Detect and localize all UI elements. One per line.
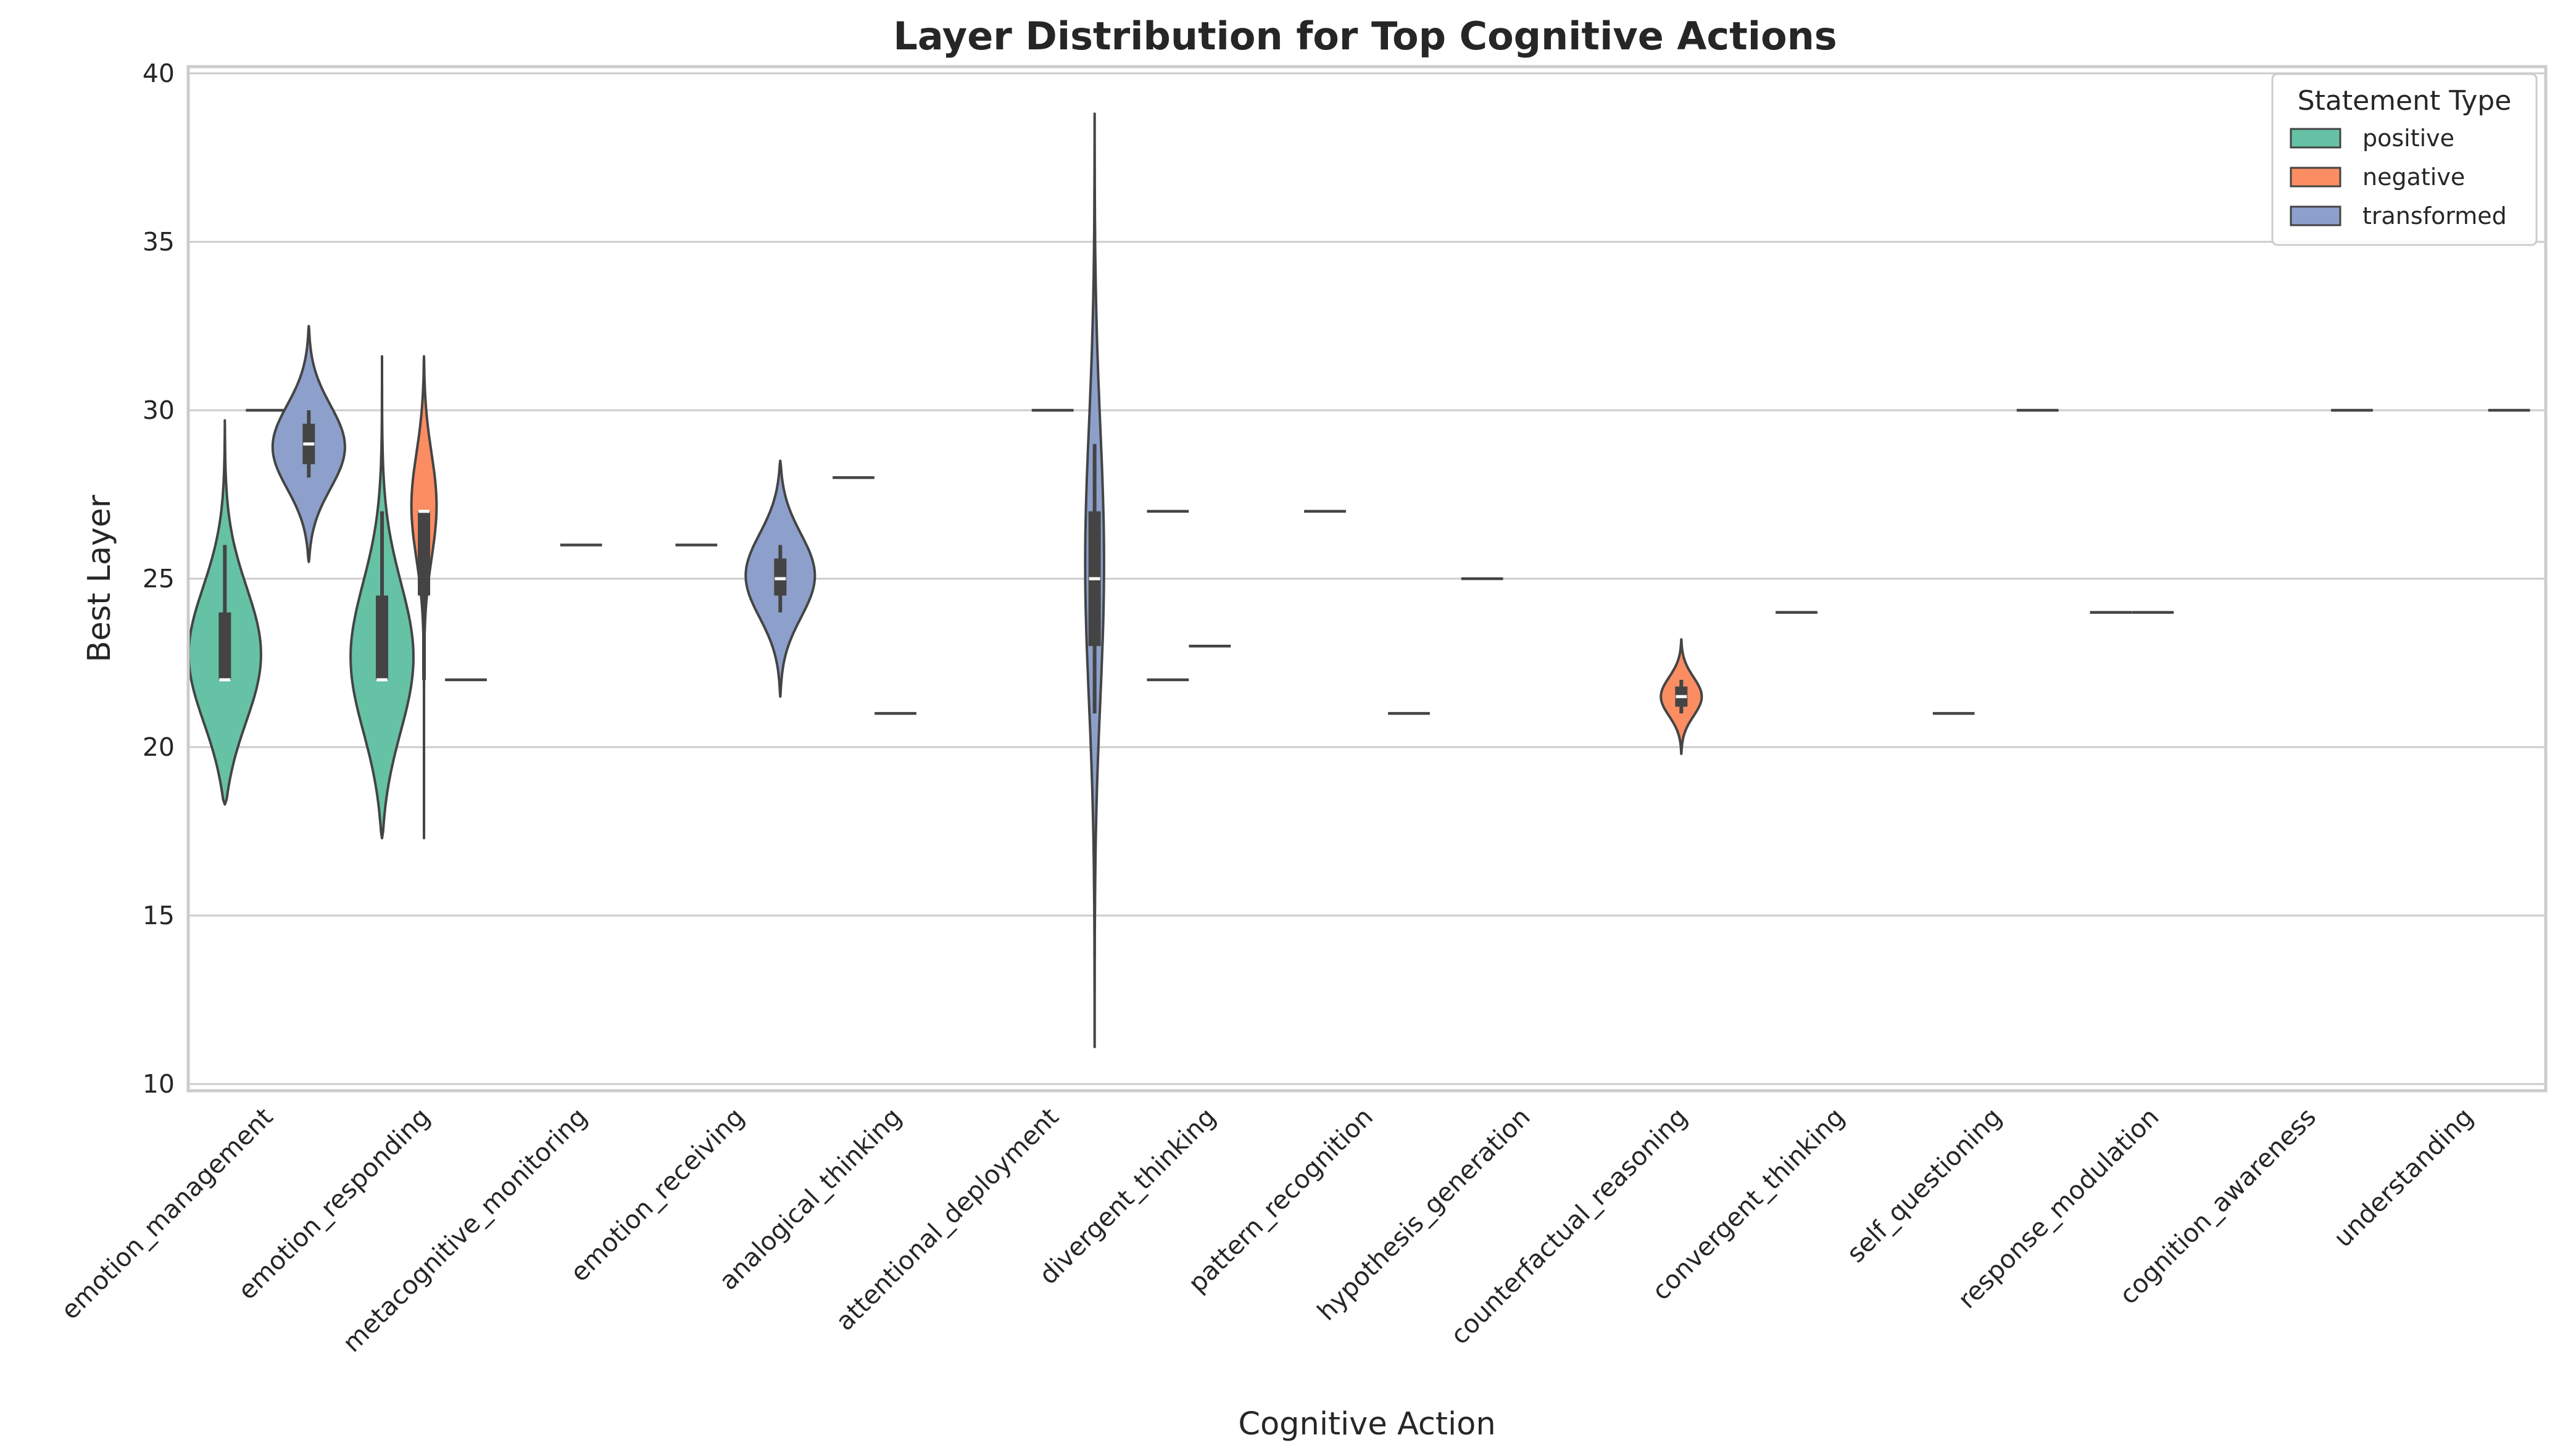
- legend-label-positive: positive: [2362, 125, 2454, 152]
- y-tick-label: 25: [143, 564, 175, 594]
- y-tick-label: 40: [143, 59, 175, 88]
- violin-box: [774, 558, 787, 596]
- violin-box: [218, 612, 231, 680]
- chart-title: Layer Distribution for Top Cognitive Act…: [893, 14, 1837, 59]
- violin-box: [376, 595, 389, 680]
- y-axis-label: Best Layer: [81, 495, 118, 662]
- x-axis-label: Cognitive Action: [1238, 1406, 1495, 1442]
- legend-swatch-transformed: [2290, 205, 2341, 226]
- legend-box: [2271, 73, 2538, 246]
- legend-label-transformed: transformed: [2362, 202, 2507, 230]
- gridlines: [188, 72, 2546, 1085]
- legend-swatch-positive: [2290, 128, 2341, 149]
- y-tick-label: 35: [143, 227, 175, 257]
- legend: Statement Type positive negative transform…: [2271, 73, 2538, 246]
- legend-title: Statement Type: [2298, 85, 2512, 117]
- legend-items: positive negative transformed: [2290, 125, 2507, 230]
- y-tick-label: 15: [143, 901, 175, 930]
- violin-box: [418, 511, 430, 596]
- legend-label-negative: negative: [2362, 163, 2465, 191]
- y-tick-label: 10: [143, 1069, 175, 1099]
- plot-frame: [186, 65, 2548, 1093]
- y-tick-label: 30: [143, 395, 175, 425]
- legend-swatch-negative: [2290, 167, 2341, 188]
- y-tick-labels: 10 15 20 25 30 35 40: [143, 59, 175, 1099]
- violins: [187, 112, 2530, 1048]
- y-tick-label: 20: [143, 732, 175, 762]
